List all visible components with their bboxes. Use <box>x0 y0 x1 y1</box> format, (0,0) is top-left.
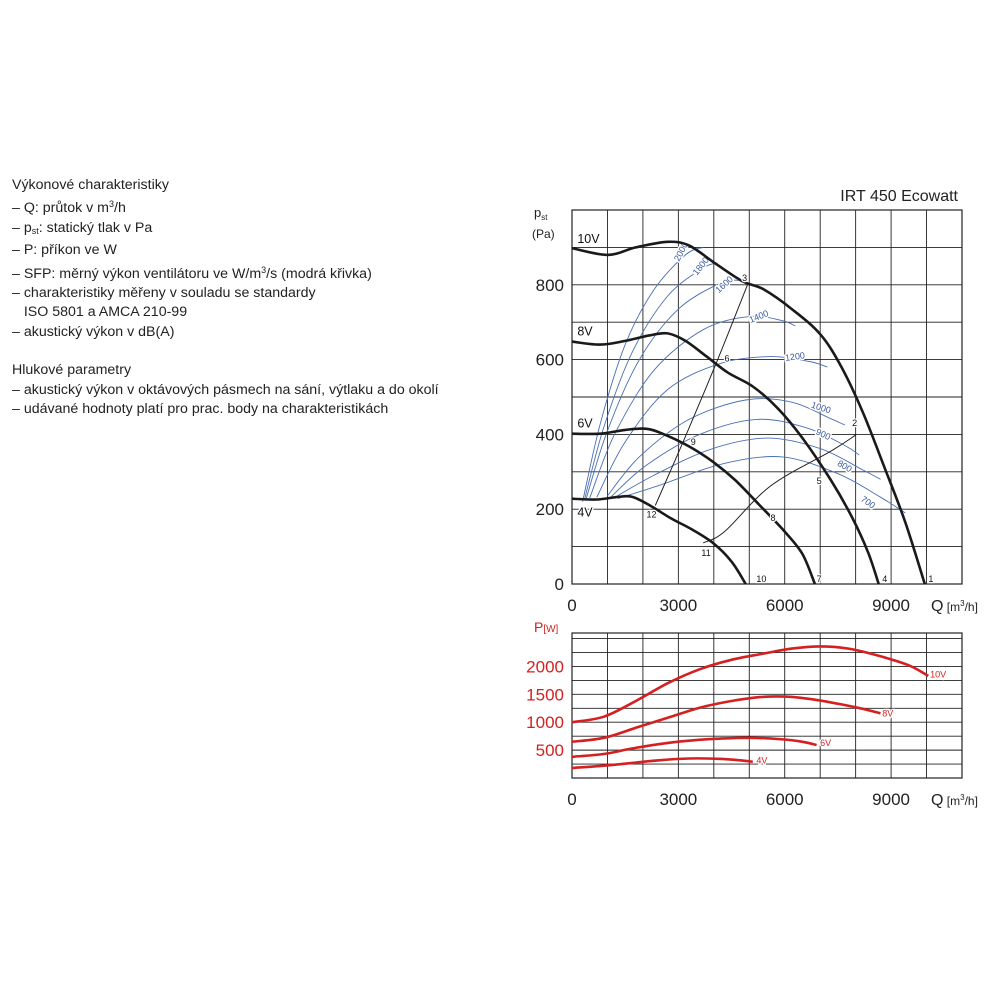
power-curves <box>571 645 929 770</box>
x-axis-unit: /h] <box>965 600 978 614</box>
operating-point-label: 9 <box>691 437 696 447</box>
x-tick-label: 6000 <box>766 596 804 615</box>
y-axis-label: pst <box>534 205 548 222</box>
power-curve-6V <box>571 736 817 759</box>
performance-list-item: – pst: statický tlak v Pa <box>12 219 153 236</box>
sfp-label: 1000 <box>810 400 832 416</box>
y-tick-label: 1500 <box>526 685 564 704</box>
power-curve-label: 6V <box>820 738 831 748</box>
pressure-chart: 20001800160014001200100090080070010V8V6V… <box>532 188 978 615</box>
operating-point-label: 5 <box>817 476 822 486</box>
y-tick-label: 500 <box>536 741 564 760</box>
system-curve <box>702 434 856 544</box>
x-axis-unit-sup: 3 <box>960 599 965 608</box>
power-plot-frame <box>571 632 963 779</box>
y-axis-unit: [W] <box>543 624 558 635</box>
x-axis-label: Q [m3/h] <box>931 792 978 809</box>
fan-curve-label: 4V <box>577 506 593 520</box>
fan-curve-8V <box>571 331 880 585</box>
y-tick-label: 800 <box>536 276 564 295</box>
performance-list-item: – P: příkon ve W <box>12 242 117 259</box>
system-curve <box>654 284 748 506</box>
fan-curve-6V <box>571 427 817 585</box>
x-axis-unit: /h] <box>965 794 978 808</box>
performance-heading: Výkonové charakteristiky <box>12 177 169 193</box>
performance-list-item: – SFP: měrný výkon ventilátoru ve W/m3/s… <box>12 264 372 282</box>
operating-point-label: 6 <box>724 353 729 363</box>
operating-point-label: 4 <box>882 574 887 584</box>
y-tick-label: 400 <box>536 425 564 444</box>
y-axis-unit: (Pa) <box>532 227 555 241</box>
sfp-label: 900 <box>814 427 832 442</box>
sfp-label: 1200 <box>784 350 805 363</box>
y-tick-label: 600 <box>536 351 564 370</box>
performance-list-item: – charakteristiky měřeny v souladu se st… <box>12 285 316 302</box>
x-tick-label: 3000 <box>659 790 697 809</box>
fan-curve-label: 6V <box>577 417 593 431</box>
y-tick-label: 2000 <box>526 657 564 676</box>
performance-list: – Q: průtok v m3/h – pst: statický tlak v… <box>12 195 502 342</box>
power-curve-label: 4V <box>756 756 767 766</box>
operating-point-label: 11 <box>701 548 710 558</box>
operating-point-label: 2 <box>852 418 857 428</box>
noise-heading: Hlukové parametry <box>12 362 132 379</box>
x-tick-label: 6000 <box>766 790 804 809</box>
x-axis-label: Q [m3/h] <box>931 598 978 615</box>
performance-list-item: – Q: průtok v m3/h <box>12 199 126 217</box>
performance-list-item: – akustický výkon v dB(A) <box>12 323 175 340</box>
power-curve-4V <box>571 757 753 770</box>
operating-point-label: 3 <box>742 273 747 283</box>
y-tick-label: 0 <box>555 575 564 594</box>
fan-curves <box>571 240 927 585</box>
operating-point-label: 10 <box>756 574 766 584</box>
y-axis-label: P[W] <box>534 619 559 635</box>
noise-list-item: – akustický výkon v oktávových pásmech n… <box>12 381 439 398</box>
operating-point-label: 8 <box>771 513 776 523</box>
description-panel: Výkonové charakteristiky – Q: průtok v m… <box>12 176 502 419</box>
y-tick-label: 200 <box>536 500 564 519</box>
fan-curve-10V <box>571 240 927 585</box>
performance-list-item: ISO 5801 a AMCA 210-99 <box>12 304 188 321</box>
x-tick-label: 0 <box>567 790 576 809</box>
fan-curve-label: 10V <box>577 232 600 246</box>
power-curve-10V <box>571 645 929 724</box>
noise-list-item: – udávané hodnoty platí pro prac. body n… <box>12 401 389 418</box>
x-tick-label: 3000 <box>659 596 697 615</box>
sfp-curve-1600 <box>585 279 739 499</box>
system-curves <box>654 284 856 544</box>
sfp-curve-1000 <box>607 398 846 496</box>
fan-curve-4V <box>571 494 747 585</box>
sfp-curve-1200 <box>596 356 828 498</box>
x-axis-unit-sup: 3 <box>960 793 965 802</box>
power-curve-8V <box>571 695 881 744</box>
power-curve-label: 10V <box>930 670 946 680</box>
noise-list: – akustický výkon v oktávových pásmech n… <box>12 381 502 420</box>
x-tick-label: 9000 <box>872 596 910 615</box>
operating-point-label: 1 <box>928 574 933 584</box>
x-axis-unit: [m <box>943 600 960 614</box>
sfp-label: 700 <box>859 494 877 511</box>
chart-title: IRT 450 Ecowatt <box>840 188 958 205</box>
x-axis-unit: [m <box>943 794 960 808</box>
sfp-curve-800 <box>614 437 881 498</box>
x-tick-label: 9000 <box>872 790 910 809</box>
power-curve-label: 8V <box>882 709 893 719</box>
sfp-curve-1400 <box>589 315 796 499</box>
power-chart: 10V 8V 6V 4V 500 1000 1500 2000 0 3000 6000 9000 P[W… <box>526 619 978 809</box>
pressure-plot-frame <box>571 209 963 585</box>
operating-point-label: 7 <box>817 574 822 584</box>
y-axis-label-sub: st <box>541 213 548 222</box>
y-tick-label: 1000 <box>526 713 564 732</box>
fan-curve-label: 8V <box>577 324 593 338</box>
x-tick-label: 0 <box>567 596 576 615</box>
sfp-curve-1800 <box>583 262 718 501</box>
sfp-curve-900 <box>610 418 860 498</box>
sfp-curve-700 <box>617 456 906 514</box>
operating-point-label: 12 <box>646 509 656 519</box>
